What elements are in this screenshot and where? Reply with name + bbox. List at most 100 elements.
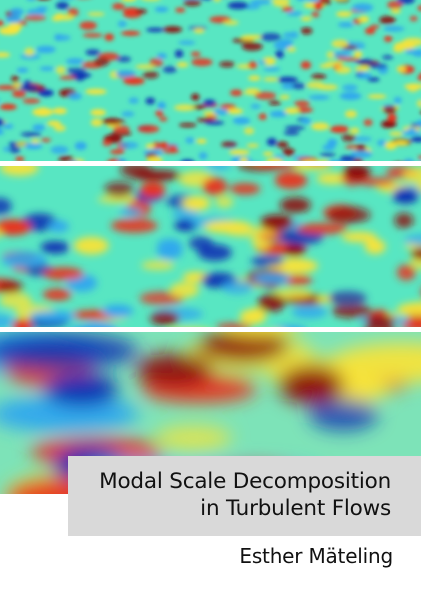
author-name: Esther Mäteling (239, 544, 393, 568)
flow-structure (68, 92, 82, 100)
flow-structure (42, 267, 84, 281)
flow-structure (113, 125, 130, 133)
flow-structure (335, 0, 350, 3)
flow-structure (406, 83, 419, 93)
flow-structure (110, 218, 158, 233)
flow-structure (300, 27, 313, 35)
flow-structure (417, 5, 421, 12)
flow-structure (183, 0, 201, 7)
flow-structure (387, 113, 397, 122)
flow-structure (403, 166, 421, 184)
flow-structure (219, 61, 235, 68)
flow-structure (0, 281, 24, 294)
flow-structure (367, 77, 380, 82)
flow-structure (182, 195, 211, 211)
flow-structure (392, 188, 419, 204)
flow-structure (319, 152, 336, 157)
flow-structure (369, 24, 380, 29)
flow-structure (407, 127, 417, 135)
flow-structure (50, 145, 69, 154)
flow-structure (248, 61, 258, 69)
flow-structure (282, 274, 313, 286)
flow-structure (337, 57, 360, 62)
flow-structure (48, 220, 69, 233)
flow-structure (260, 32, 282, 42)
flow-structure (311, 73, 327, 80)
flow-structure (276, 324, 304, 327)
flow-structure (203, 220, 253, 234)
flow-structure (73, 236, 109, 255)
flow-structure (74, 73, 86, 82)
flow-structure (260, 214, 294, 231)
flow-structure (0, 219, 32, 236)
flow-structure (2, 123, 14, 129)
flow-structure (203, 99, 216, 107)
flow-structure (254, 91, 277, 100)
flow-structure (258, 60, 267, 65)
flow-structure (331, 303, 372, 318)
flow-structure (342, 84, 358, 92)
flow-structure (296, 223, 348, 235)
flow-structure (174, 49, 184, 58)
flow-structure (396, 303, 421, 316)
flow-structure (169, 282, 200, 298)
flow-structure (266, 137, 277, 146)
flow-structure (297, 0, 305, 1)
flow-structure (379, 15, 396, 25)
flow-structure (139, 182, 166, 198)
flow-structure (213, 108, 230, 116)
flow-structure (263, 67, 281, 72)
flow-structure (411, 247, 421, 260)
flow-structure (283, 32, 293, 37)
flow-structure (20, 53, 41, 60)
flow-structure (307, 0, 319, 2)
flow-structure (0, 85, 18, 91)
flow-structure (85, 49, 101, 56)
flow-structure (42, 288, 72, 301)
flow-structure (191, 58, 213, 67)
flow-structure (246, 143, 259, 148)
flow-structure (351, 3, 374, 12)
panel-divider (0, 161, 421, 166)
flow-structure (381, 120, 397, 129)
flow-structure (128, 97, 139, 104)
flow-structure (284, 243, 306, 257)
flow-structure (109, 149, 125, 155)
fine-scale-field-graphic (0, 0, 421, 161)
flow-structure (232, 117, 251, 125)
flow-structure (349, 127, 360, 134)
flow-structure (417, 155, 421, 160)
flow-structure (2, 146, 12, 152)
flow-structure (149, 311, 180, 325)
flow-structure (227, 108, 244, 115)
flow-structure (0, 166, 39, 176)
flow-structure (135, 353, 213, 387)
flow-structure (393, 140, 409, 146)
flow-structure (115, 70, 136, 78)
flow-structure (82, 33, 103, 38)
flow-structure (123, 77, 145, 85)
flow-structure (325, 60, 344, 67)
flow-structure (54, 13, 65, 19)
flow-structure (415, 119, 421, 127)
flow-structure (175, 7, 186, 13)
flow-structure (35, 45, 56, 54)
flow-structure (178, 40, 196, 45)
flow-structure (300, 61, 312, 70)
flow-structure (38, 107, 48, 116)
flow-structure (328, 291, 367, 306)
flow-structure (252, 273, 290, 284)
flow-structure (104, 181, 134, 198)
flow-structure (383, 35, 393, 42)
flow-structure (339, 92, 362, 101)
flow-structure (143, 0, 159, 1)
flow-structure (350, 150, 373, 158)
book-title-line-1: Modal Scale Decomposition (99, 469, 391, 494)
flow-structure (364, 27, 376, 35)
flow-structure (119, 141, 139, 149)
flow-structure (393, 96, 402, 104)
flow-structure (55, 65, 66, 75)
flow-structure (412, 49, 421, 57)
medium-scale-field-graphic (0, 166, 421, 327)
flow-structure (24, 47, 35, 56)
